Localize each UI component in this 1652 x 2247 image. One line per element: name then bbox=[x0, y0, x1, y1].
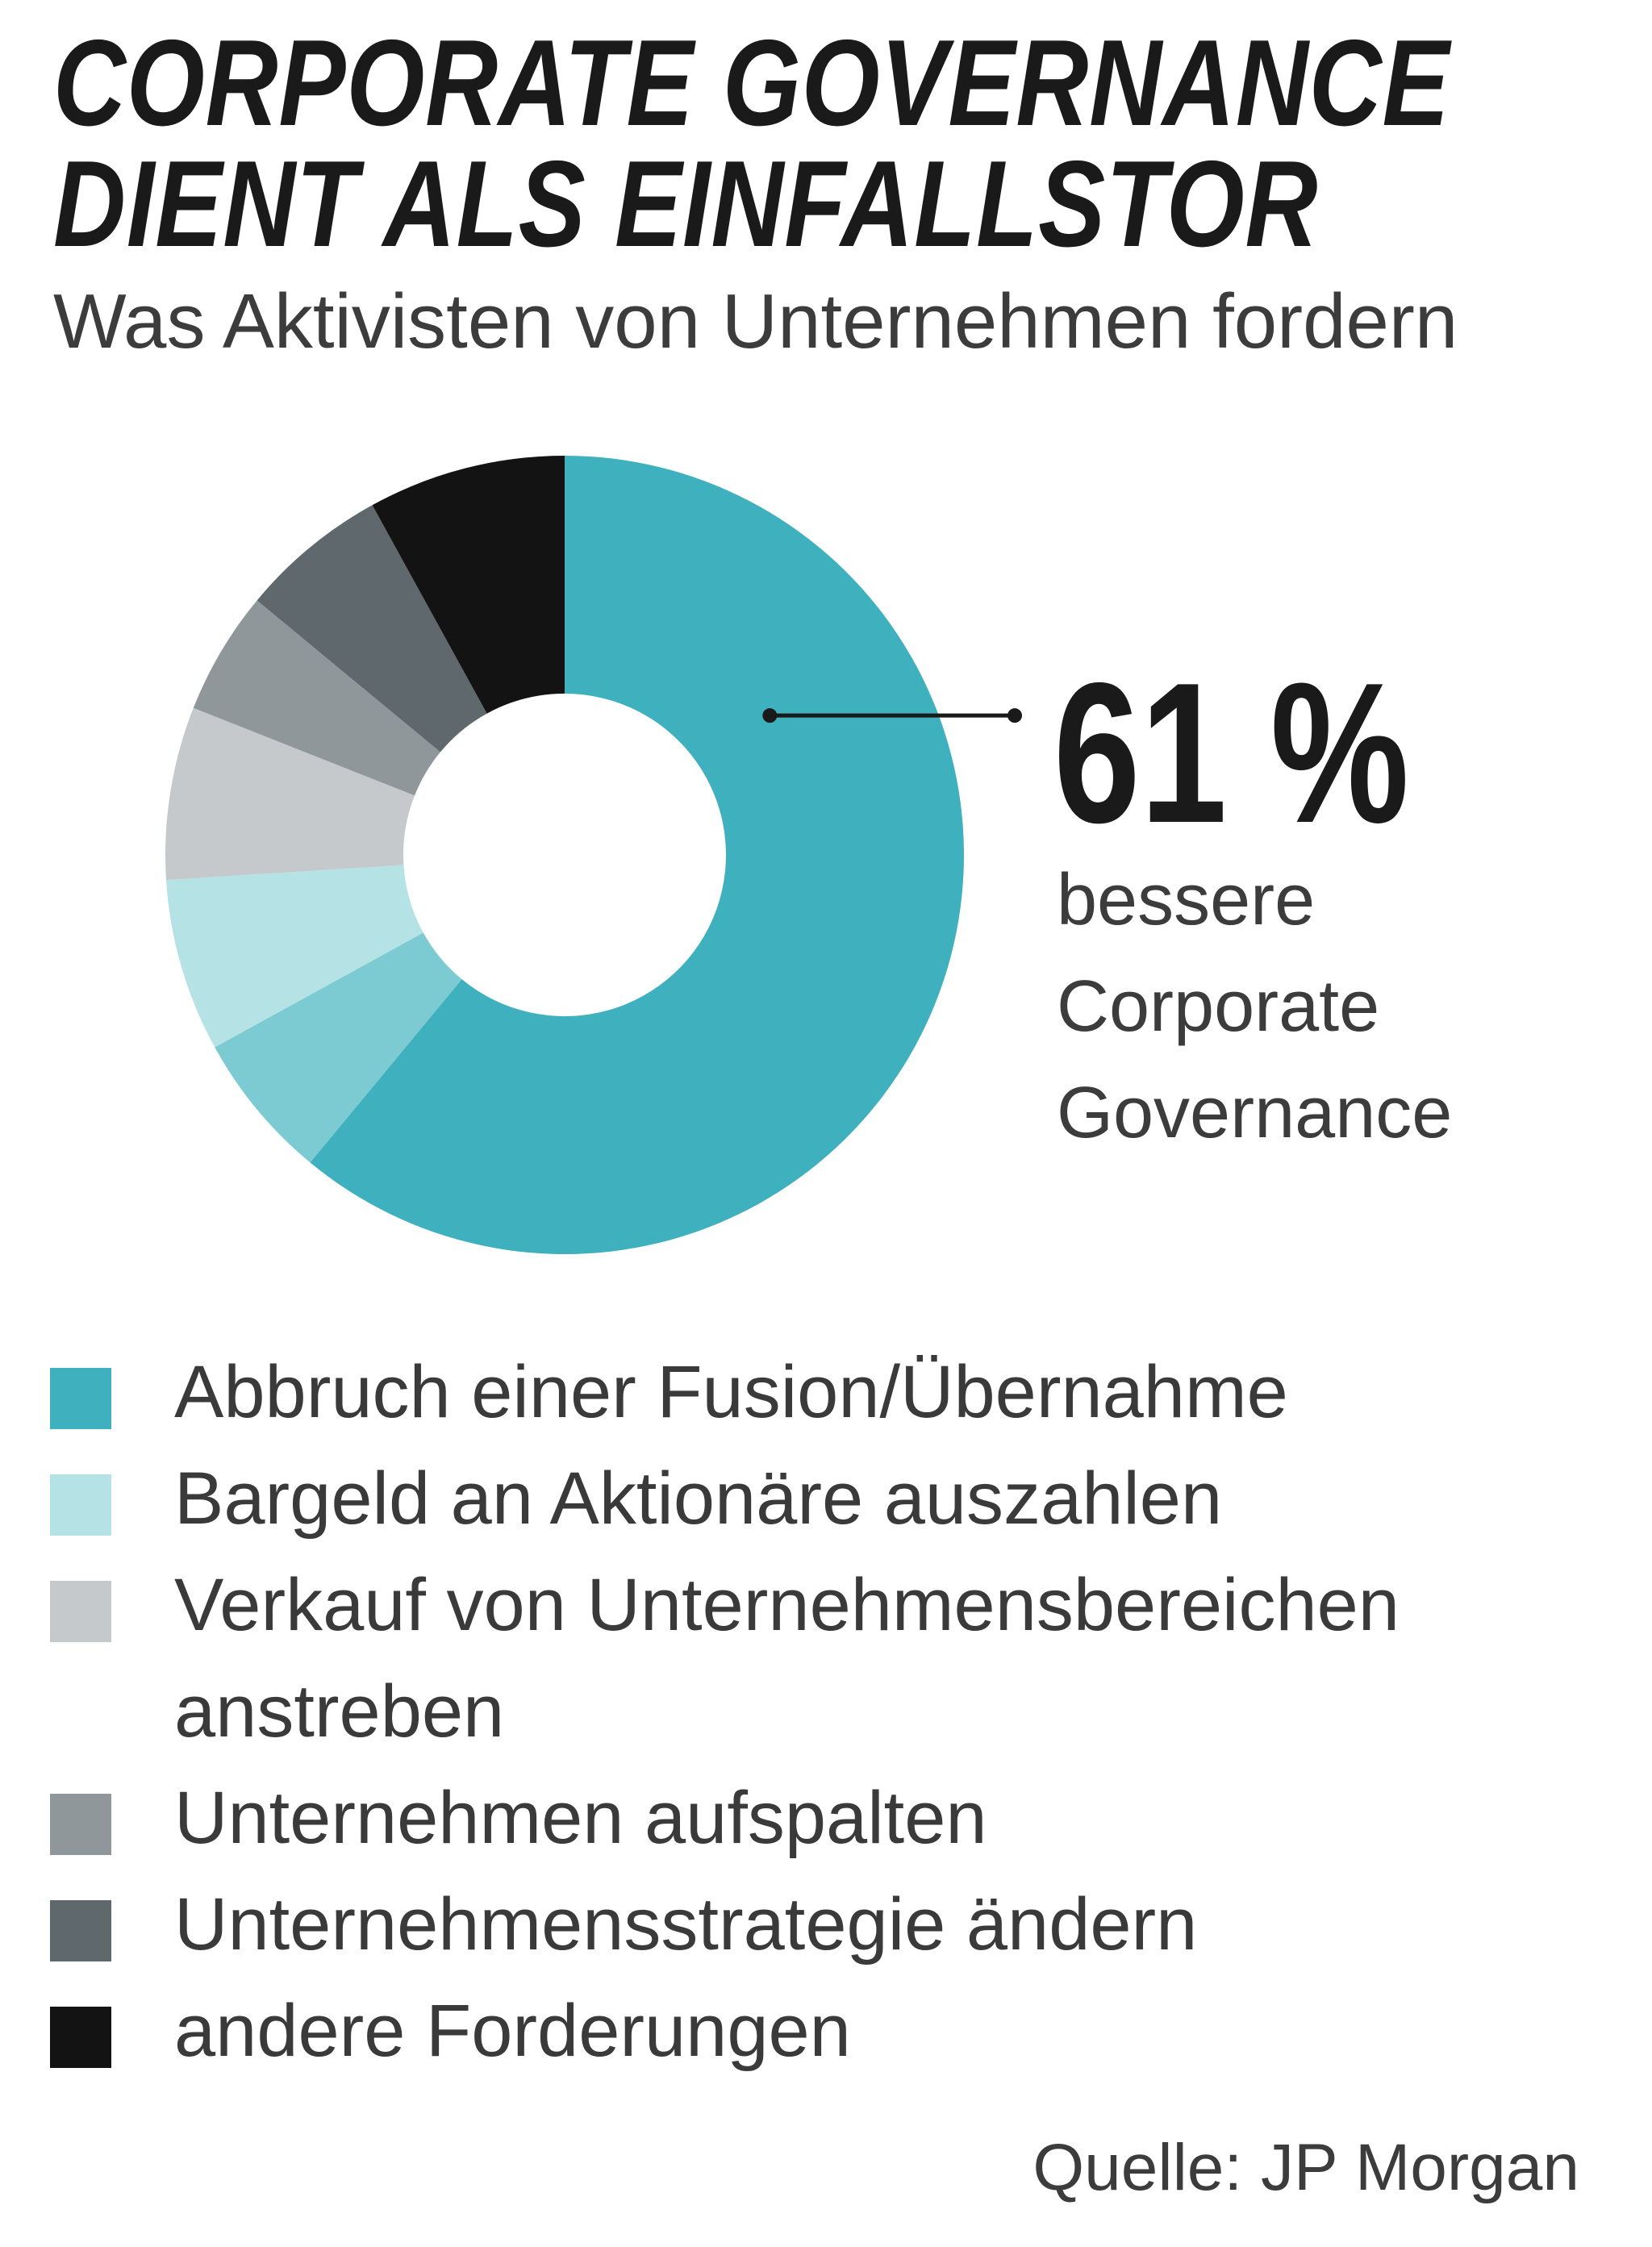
donut-slice bbox=[165, 865, 423, 1048]
donut-slice bbox=[310, 456, 965, 1255]
chart-title-line-2: DIENT ALS EINFALLSTOR bbox=[53, 135, 1319, 273]
donut-chart bbox=[165, 456, 1022, 1255]
legend-swatch bbox=[50, 1368, 111, 1429]
chart-title-line-1: CORPORATE GOVERNANCE bbox=[53, 15, 1450, 152]
legend-item: Abbruch einer Fusion/Übernahme bbox=[48, 1339, 1629, 1445]
legend-label: Bargeld an Aktionäre auszahlen bbox=[174, 1457, 1223, 1540]
legend-swatch bbox=[50, 1474, 111, 1536]
donut-slice bbox=[372, 456, 565, 714]
chart-source: Quelle: JP Morgan bbox=[1032, 2131, 1579, 2204]
donut-slice bbox=[165, 707, 415, 881]
legend-label: Unternehmen aufspalten bbox=[174, 1777, 987, 1859]
donut-slice bbox=[257, 505, 487, 752]
legend-item: Bargeld an Aktionäre auszahlen bbox=[48, 1445, 1629, 1552]
legend-label: Verkauf von Unternehmensbereichen anstre… bbox=[174, 1564, 1400, 1753]
chart-title: CORPORATE GOVERNANCE DIENT ALS EINFALLST… bbox=[53, 15, 1450, 273]
legend-swatch bbox=[50, 1900, 111, 1961]
callout-leader-dot bbox=[762, 708, 778, 723]
legend-label: andere Forderungen bbox=[174, 1990, 851, 2072]
callout-label-line-1: bessere bbox=[1057, 860, 1316, 940]
chart-subtitle: Was Aktivisten von Unternehmen fordern bbox=[53, 278, 1458, 365]
legend-item: Unternehmensstrategie ändern bbox=[48, 1871, 1629, 1978]
donut-slice bbox=[193, 600, 440, 796]
legend-label: Abbruch einer Fusion/Übernahme bbox=[174, 1351, 1288, 1433]
legend-swatch bbox=[50, 1581, 111, 1642]
legend-item: Unternehmen aufspalten bbox=[48, 1765, 1629, 1871]
callout-value: 61 % bbox=[1053, 640, 1409, 865]
callout-label-line-3: Governance bbox=[1057, 1073, 1453, 1153]
legend-item: Verkauf von Unternehmensbereichen anstre… bbox=[48, 1552, 1629, 1765]
legend-swatch bbox=[50, 2007, 111, 2068]
legend-item: andere Forderungen bbox=[48, 1978, 1629, 2084]
legend-swatch bbox=[50, 1794, 111, 1855]
callout-leader-dot bbox=[1007, 708, 1022, 723]
callout-label-line-2: Corporate bbox=[1057, 966, 1380, 1047]
chart-legend: Abbruch einer Fusion/Übernahme Bargeld a… bbox=[48, 1339, 1629, 2084]
callout-label: bessere Corporate Governance bbox=[1057, 847, 1621, 1166]
legend-label: Unternehmensstrategie ändern bbox=[174, 1883, 1198, 1966]
donut-slice bbox=[215, 932, 462, 1163]
